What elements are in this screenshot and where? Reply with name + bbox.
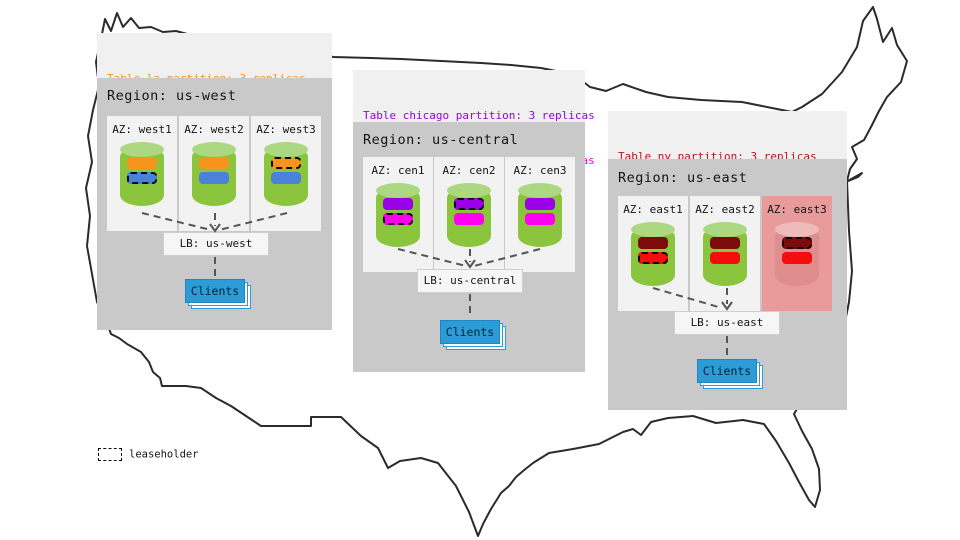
table-replica	[454, 198, 484, 210]
table-replica	[710, 237, 740, 249]
cylinder-top	[120, 142, 164, 157]
table-replica	[383, 198, 413, 210]
cylinder-top	[631, 222, 675, 237]
az-box-east2: AZ: east2	[690, 196, 760, 311]
az-box-west2: AZ: west2	[179, 116, 249, 231]
cylinder-top	[775, 222, 819, 237]
table-replica	[271, 157, 301, 169]
index-replica	[127, 172, 157, 184]
az-label: AZ: cen3	[513, 164, 567, 177]
index-replica	[271, 172, 301, 184]
table-replica	[638, 237, 668, 249]
index-replica	[383, 213, 413, 225]
leaseholder-swatch-icon	[98, 448, 122, 461]
az-box-west3: AZ: west3	[251, 116, 321, 231]
load-balancer-us-central: LB: us-central	[417, 269, 523, 293]
index-replica	[710, 252, 740, 264]
index-replica	[454, 213, 484, 225]
cylinder-top	[264, 142, 308, 157]
cylinder-top	[376, 183, 420, 198]
cylinder-top	[518, 183, 562, 198]
region-title: Region: us-west	[107, 88, 237, 104]
index-replica	[638, 252, 668, 264]
cylinder-top	[192, 142, 236, 157]
az-label: AZ: west3	[256, 123, 316, 136]
cylinder-top	[703, 222, 747, 237]
table-replica	[525, 198, 555, 210]
table-replica	[199, 157, 229, 169]
leaseholder-legend: leaseholder	[98, 448, 199, 461]
az-label: AZ: east2	[695, 203, 755, 216]
index-replica	[199, 172, 229, 184]
az-box-cen3: AZ: cen3	[505, 157, 575, 272]
az-box-east1: AZ: east1	[618, 196, 688, 311]
region-title: Region: us-east	[618, 170, 748, 186]
az-label: AZ: cen1	[371, 164, 425, 177]
az-box-cen2: AZ: cen2	[434, 157, 504, 272]
region-title: Region: us-central	[363, 132, 519, 148]
load-balancer-us-west: LB: us-west	[163, 232, 269, 256]
az-box-west1: AZ: west1	[107, 116, 177, 231]
az-label: AZ: west1	[112, 123, 172, 136]
clients-box-us-west: Clients	[185, 279, 245, 303]
table-replica	[127, 157, 157, 169]
region-us-west: Region: us-west AZ: west1 AZ: west2 AZ: …	[97, 78, 332, 330]
az-label: AZ: cen2	[442, 164, 496, 177]
clients-box-us-central: Clients	[440, 320, 500, 344]
load-balancer-us-east: LB: us-east	[674, 311, 780, 335]
az-label: AZ: west2	[184, 123, 244, 136]
table-replica	[782, 237, 812, 249]
region-us-central: Region: us-central AZ: cen1 AZ: cen2 AZ:…	[353, 122, 585, 372]
az-box-east3-failed: AZ: east3	[762, 196, 832, 311]
az-label: AZ: east1	[623, 203, 683, 216]
az-box-cen1: AZ: cen1	[363, 157, 433, 272]
clients-box-us-east: Clients	[697, 359, 757, 383]
index-replica	[525, 213, 555, 225]
leaseholder-label: leaseholder	[129, 448, 199, 461]
callout-line-table: Table chicago partition: 3 replicas	[363, 109, 595, 122]
cylinder-top	[447, 183, 491, 198]
region-us-east: Region: us-east AZ: east1 AZ: east2 AZ: …	[608, 159, 847, 410]
index-replica	[782, 252, 812, 264]
az-label: AZ: east3	[767, 203, 827, 216]
